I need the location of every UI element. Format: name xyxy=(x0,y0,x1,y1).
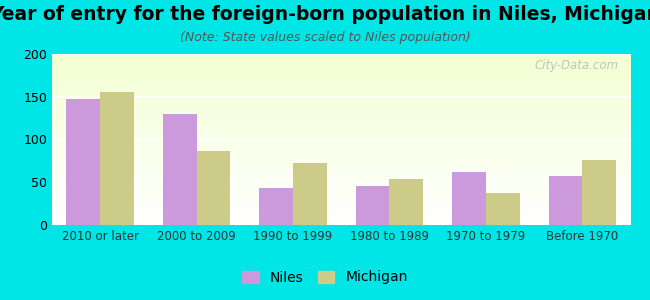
Bar xyxy=(293,164,327,225)
Bar xyxy=(163,114,196,225)
Bar xyxy=(486,193,519,225)
Bar xyxy=(196,152,230,225)
Bar xyxy=(356,186,389,225)
Bar xyxy=(389,179,423,225)
Text: (Note: State values scaled to Niles population): (Note: State values scaled to Niles popu… xyxy=(179,32,471,44)
Bar xyxy=(66,99,100,225)
Bar xyxy=(549,176,582,225)
Bar xyxy=(259,188,293,225)
Bar xyxy=(582,160,616,225)
Bar xyxy=(452,172,486,225)
Text: Year of entry for the foreign-born population in Niles, Michigan: Year of entry for the foreign-born popul… xyxy=(0,4,650,23)
Text: City-Data.com: City-Data.com xyxy=(535,59,619,72)
Legend: Niles, Michigan: Niles, Michigan xyxy=(237,265,413,290)
Bar xyxy=(100,92,134,225)
